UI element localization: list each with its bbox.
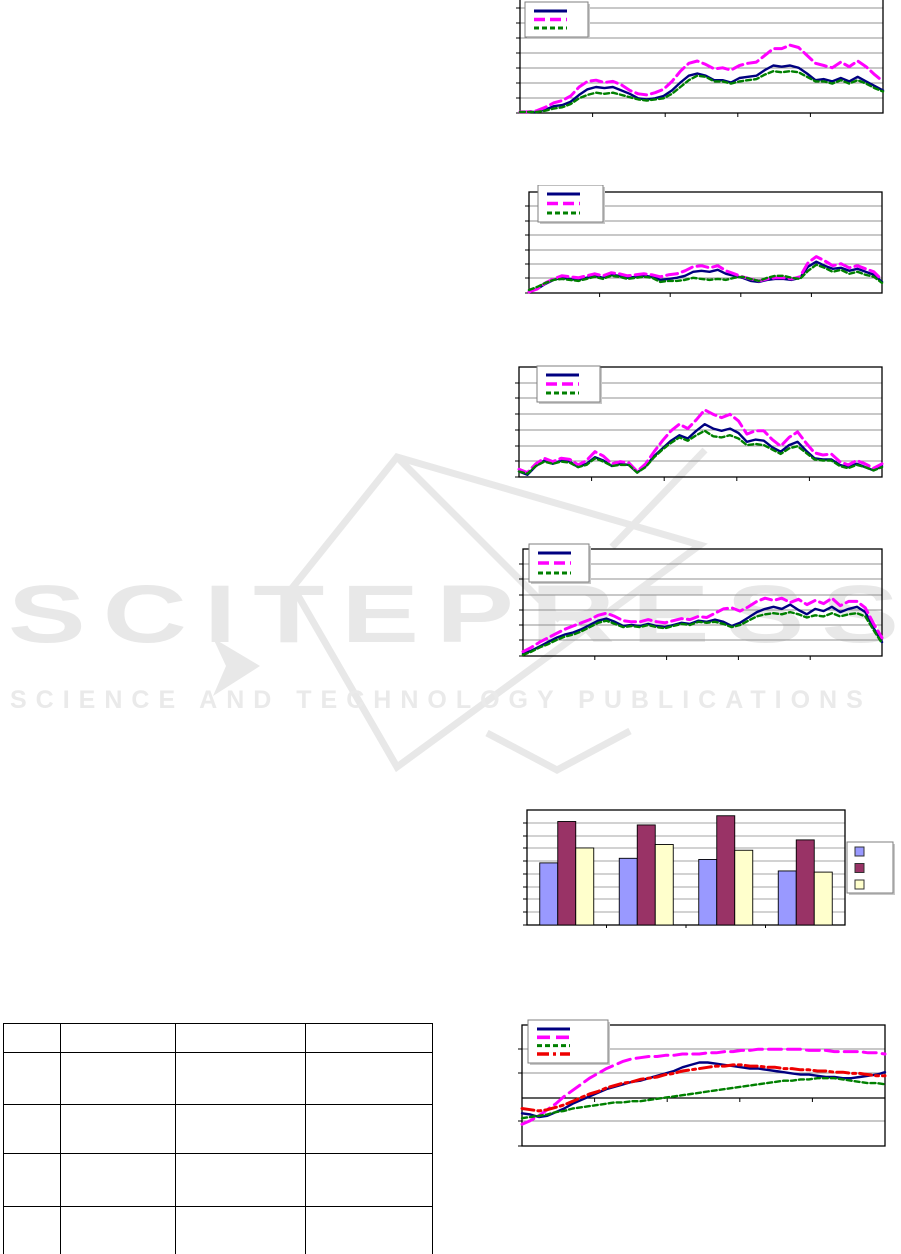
table-cell xyxy=(60,1153,176,1207)
table-row xyxy=(3,1023,433,1053)
figure-line-chart-4 xyxy=(519,543,884,660)
watermark-subtitle: SCIENCE AND TECHNOLOGY PUBLICATIONS xyxy=(10,686,872,714)
table-cell xyxy=(175,1104,306,1154)
bar-yellow-bars xyxy=(654,844,674,926)
legend-swatch-yellow-bars xyxy=(854,879,865,890)
table-row xyxy=(3,1206,433,1254)
bar-maroon-bars xyxy=(716,815,736,926)
table-cell xyxy=(60,1104,176,1154)
series-navy-solid xyxy=(518,64,885,114)
table-cell xyxy=(3,1023,61,1053)
legend-swatch-periwinkle-bars xyxy=(854,846,865,857)
series-green-dotted xyxy=(517,429,884,475)
bar-yellow-bars xyxy=(734,849,754,926)
table-cell xyxy=(305,1052,433,1105)
series-navy-solid xyxy=(520,1061,887,1119)
series-green-dotted xyxy=(518,69,885,114)
series-navy-solid xyxy=(521,603,884,656)
bar-maroon-bars xyxy=(636,824,656,926)
table-row xyxy=(3,1052,433,1105)
series-magenta-dashed xyxy=(527,255,884,294)
watermark-title: SCITEPRESS xyxy=(8,569,901,660)
figure-bar-chart xyxy=(523,809,895,928)
figure-line-chart-2 xyxy=(525,185,884,297)
table-row xyxy=(3,1153,433,1207)
bar-periwinkle-bars xyxy=(618,857,638,926)
bar-yellow-bars xyxy=(813,871,833,926)
series-green-dotted xyxy=(527,263,884,292)
table-cell xyxy=(60,1052,176,1105)
table-row xyxy=(3,1104,433,1154)
plot-border xyxy=(528,191,883,294)
bar-maroon-bars xyxy=(795,839,815,926)
table-cell xyxy=(60,1206,176,1254)
bar-yellow-bars xyxy=(575,847,595,926)
table-cell xyxy=(175,1206,306,1254)
plot-border xyxy=(521,1024,886,1147)
legend-swatch-maroon-bars xyxy=(854,863,865,873)
empty-results-table xyxy=(3,1023,433,1254)
table-cell xyxy=(305,1023,433,1053)
table-cell xyxy=(305,1153,433,1207)
figure-line-chart-1 xyxy=(516,0,885,117)
series-green-dotted xyxy=(520,1076,887,1120)
series-magenta-dashed xyxy=(518,43,885,114)
table-cell xyxy=(305,1104,433,1154)
legend-box xyxy=(527,1019,609,1064)
table-cell xyxy=(3,1153,61,1207)
bar-periwinkle-bars xyxy=(539,862,559,926)
table-cell xyxy=(3,1206,61,1254)
table-cell xyxy=(3,1052,61,1105)
figure-line-chart-5 xyxy=(518,1019,887,1147)
bar-maroon-bars xyxy=(557,821,577,926)
series-magenta-dashed xyxy=(521,596,884,654)
series-green-dotted xyxy=(521,610,884,657)
bar-periwinkle-bars xyxy=(698,859,718,926)
series-red-dashdot xyxy=(520,1063,887,1113)
table-cell xyxy=(175,1052,306,1105)
plot-border xyxy=(518,366,883,478)
table-cell xyxy=(305,1206,433,1254)
table-cell xyxy=(175,1153,306,1207)
bar-periwinkle-bars xyxy=(777,870,797,926)
plot-border xyxy=(522,548,883,657)
figure-line-chart-3 xyxy=(515,365,884,481)
series-magenta-dashed xyxy=(520,1047,887,1126)
series-magenta-dashed xyxy=(517,408,884,475)
table-cell xyxy=(3,1104,61,1154)
table-cell xyxy=(175,1023,306,1053)
table-cell xyxy=(60,1023,176,1053)
legend-box xyxy=(846,841,894,894)
series-navy-solid xyxy=(527,260,884,293)
